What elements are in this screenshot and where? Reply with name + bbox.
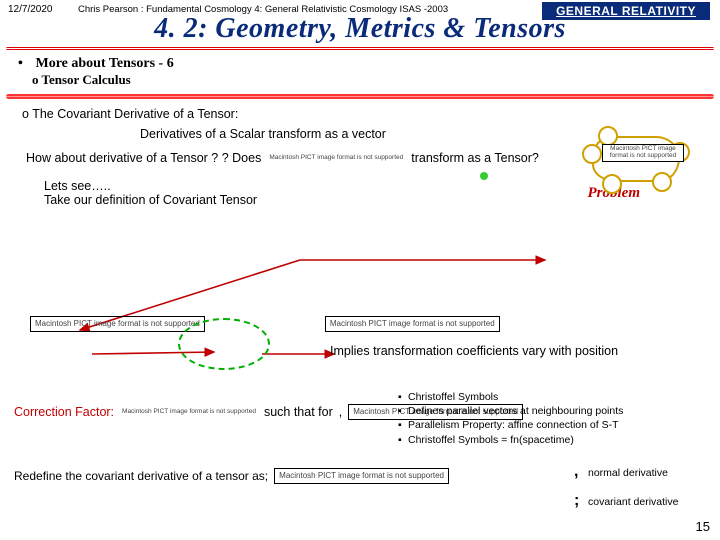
christ-item-0: Christoffel Symbols — [408, 391, 498, 403]
redefine-text: Redefine the covariant derivative of a t… — [14, 469, 268, 483]
pict-placeholder-icon: Macintosh PICT image format is not suppo… — [602, 144, 684, 162]
header-date: 12/7/2020 — [8, 4, 78, 15]
list-item: ▪Christoffel Symbols = fn(spacetime) — [398, 433, 623, 447]
subheading-1: • More about Tensors - 6 — [0, 56, 720, 72]
list-item: ▪Defines parallel vectors at neighbourin… — [398, 404, 623, 418]
green-oval-highlight — [178, 318, 270, 370]
cloud-bump — [598, 126, 618, 146]
subheading-2: o Tensor Calculus — [0, 72, 720, 88]
derivative-notes: ,normal derivative ;covariant derivative — [574, 458, 678, 516]
pict-placeholder-icon: Macintosh PICT image format is not suppo… — [325, 316, 500, 332]
gr-badge: GENERAL RELATIVITY — [542, 2, 710, 20]
title-underline — [6, 47, 714, 50]
pict-placeholder-icon: Macintosh PICT image format is not suppo… — [120, 408, 258, 417]
christoffel-list: ▪Christoffel Symbols ▪Defines parallel v… — [398, 390, 623, 447]
semicolon-symbol: ; — [574, 487, 588, 516]
covariant-deriv-text: covariant derivative — [588, 496, 678, 508]
pict-placeholder-icon: Macintosh PICT image format is not suppo… — [274, 468, 449, 484]
comma-symbol: , — [574, 458, 588, 487]
list-item: ▪Christoffel Symbols — [398, 390, 623, 404]
implies-text: Implies transformation coefficients vary… — [330, 344, 618, 358]
pict-placeholder-icon: Macintosh PICT image format is not suppo… — [267, 154, 405, 163]
list-item: ▪Parallelism Property: affine connection… — [398, 418, 623, 432]
subheading-2-text: Tensor Calculus — [42, 72, 131, 87]
cloud-bump — [602, 174, 622, 194]
cf-mid-text: such that for — [264, 405, 333, 419]
normal-deriv-text: normal derivative — [588, 467, 668, 479]
covariant-deriv-note: ;covariant derivative — [574, 487, 678, 516]
lets-line2: Take our definition of Covariant Tensor — [44, 193, 257, 207]
lets-block: Lets see….. Take our definition of Covar… — [0, 179, 640, 207]
line-o-marker: o — [22, 107, 29, 121]
bullet-icon: • — [18, 56, 32, 72]
correction-factor-label: Correction Factor: — [14, 405, 114, 419]
redefine-row: Redefine the covariant derivative of a t… — [14, 468, 449, 484]
normal-deriv-note: ,normal derivative — [574, 458, 678, 487]
line-o-text: The Covariant Derivative of a Tensor: — [32, 107, 238, 121]
callout-cloud: Macintosh PICT image format is not suppo… — [588, 132, 684, 186]
christ-item-1: Defines parallel vectors at neighbouring… — [408, 405, 623, 417]
green-dot-icon — [480, 172, 488, 180]
covariant-deriv-line: o The Covariant Derivative of a Tensor: — [0, 107, 720, 121]
mid-equation-row: Macintosh PICT image format is not suppo… — [30, 316, 500, 332]
page-number: 15 — [696, 519, 710, 534]
christ-item-2: Parallelism Property: affine connection … — [408, 419, 619, 431]
subheading-1-text: More about Tensors - 6 — [36, 56, 174, 71]
christ-item-3: Christoffel Symbols = fn(spacetime) — [408, 434, 574, 446]
lets-line1: Lets see….. — [44, 179, 257, 193]
howabout-pre: How about derivative of a Tensor ? ? Doe… — [26, 151, 261, 165]
divider-rule — [6, 94, 714, 99]
cloud-bump — [652, 172, 672, 192]
pict-placeholder-icon: Macintosh PICT image format is not suppo… — [30, 316, 205, 332]
howabout-post: transform as a Tensor? — [411, 151, 539, 165]
comma-1: , — [339, 405, 342, 419]
sub2-marker: o — [32, 72, 39, 87]
lets-text: Lets see….. Take our definition of Covar… — [44, 179, 257, 207]
center-line-text: Derivatives of a Scalar transform as a v… — [140, 127, 386, 141]
cloud-bump — [582, 144, 602, 164]
